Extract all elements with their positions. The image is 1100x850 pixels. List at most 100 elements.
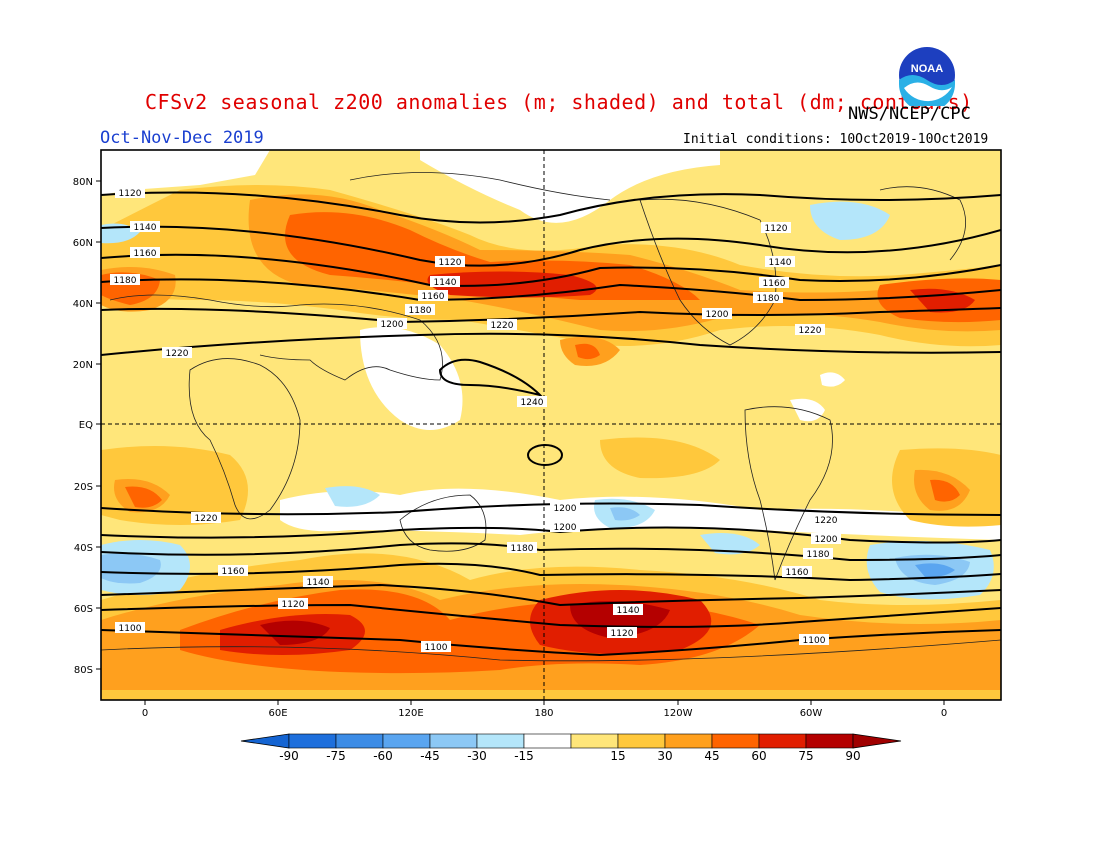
colorbar-tick-label: -30 (467, 749, 487, 763)
contour-label: 1160 (782, 566, 812, 578)
contour-label: 1200 (550, 502, 580, 514)
lat-tick-label: 40S (74, 543, 93, 554)
lon-tick-label: 60E (268, 708, 287, 719)
colorbar-tick-label: -90 (279, 749, 299, 763)
lat-tick-label: 60S (74, 604, 93, 615)
contour-label-text: 1180 (511, 544, 534, 554)
colorbar-tick-label: -75 (326, 749, 346, 763)
contour-label-text: 1140 (134, 223, 157, 233)
contour-label: 1160 (759, 277, 789, 289)
contour-label: 1100 (799, 634, 829, 646)
contour-label: 1140 (430, 276, 460, 288)
chart-title: CFSv2 seasonal z200 anomalies (m; shaded… (145, 90, 973, 114)
contour-label: 1220 (487, 319, 517, 331)
contour-label-text: 1200 (381, 320, 404, 330)
contour-label-text: 1100 (803, 636, 826, 646)
colorbar-tick-label: 45 (704, 749, 719, 763)
contour-label-text: 1180 (114, 276, 137, 286)
contour-label: 1200 (702, 308, 732, 320)
contour-label: 1180 (507, 542, 537, 554)
colorbar-segment (664, 733, 713, 749)
lat-tick-label: 40N (73, 299, 93, 310)
latitude-axis: 80N 60N 40N 20N EQ 20S 40S 60S 80S (73, 177, 101, 676)
lat-tick-label: EQ (79, 420, 93, 431)
contour-label-text: 1100 (425, 643, 448, 653)
noaa-logo: NOAA (897, 45, 957, 106)
contour-label: 1120 (278, 598, 308, 610)
contour-label: 1120 (435, 256, 465, 268)
contour-label-text: 1180 (409, 306, 432, 316)
colorbar-tick-label: 15 (610, 749, 625, 763)
colorbar-tick-label: 90 (845, 749, 860, 763)
contour-label-text: 1160 (763, 279, 786, 289)
contour-label-text: 1140 (307, 578, 330, 588)
colorbar-segment (288, 733, 337, 749)
contour-label: 1220 (811, 514, 841, 526)
colorbar-tick-label: -60 (373, 749, 393, 763)
contour-label: 1160 (130, 247, 160, 259)
contour-label: 1100 (421, 641, 451, 653)
contour-label: 1220 (795, 324, 825, 336)
contour-label-text: 1240 (521, 398, 544, 408)
contour-label-text: 1220 (799, 326, 822, 336)
initial-conditions-label: Initial conditions: 10Oct2019-10Oct2019 (683, 132, 989, 147)
colorbar-segment (617, 733, 666, 749)
contour-label-text: 1140 (617, 606, 640, 616)
lon-tick-label: 120W (664, 708, 693, 719)
contour-label-text: 1160 (222, 567, 245, 577)
contour-label-text: 1200 (815, 535, 838, 545)
contour-label: 1100 (115, 622, 145, 634)
contour-label: 1160 (218, 565, 248, 577)
contour-label: 1160 (418, 290, 448, 302)
contour-label: 1140 (765, 256, 795, 268)
contour-label-text: 1180 (757, 294, 780, 304)
contour-label-text: 1220 (166, 349, 189, 359)
contour-label: 1120 (607, 627, 637, 639)
contour-label-text: 1220 (195, 514, 218, 524)
contour-label: 1140 (130, 221, 160, 233)
lat-tick-label: 60N (73, 238, 93, 249)
contour-label: 1180 (753, 292, 783, 304)
lat-tick-label: 80S (74, 665, 93, 676)
colorbar-segment (382, 733, 431, 749)
contour-label-text: 1160 (134, 249, 157, 259)
contour-label-text: 1120 (119, 189, 142, 199)
logo-text: NOAA (911, 63, 943, 75)
lat-tick-label: 20S (74, 482, 93, 493)
period-label: Oct-Nov-Dec 2019 (100, 128, 264, 148)
contour-label: 1200 (811, 533, 841, 545)
contour-label-text: 1120 (765, 224, 788, 234)
lon-tick-label: 0 (941, 708, 947, 719)
colorbar-segment (429, 733, 478, 749)
lon-tick-label: 120E (398, 708, 423, 719)
colorbar-segment (523, 733, 572, 749)
contour-labels: 1120 1140 1160 1180 1120 1140 1160 1180 1200 1220… (110, 187, 841, 653)
contour-label: 1120 (115, 187, 145, 199)
lon-tick-label: 0 (142, 708, 148, 719)
contour-label-text: 1140 (769, 258, 792, 268)
longitude-axis: 0 60E 120E 180 120W 60W 0 (142, 700, 947, 719)
colorbar-segment (758, 733, 807, 749)
contour-label-text: 1160 (786, 568, 809, 578)
colorbar-right-arrow (852, 733, 902, 749)
contour-label: 1220 (191, 512, 221, 524)
colorbar-tick-label: -15 (514, 749, 534, 763)
contour-label: 1220 (162, 347, 192, 359)
colorbar: -90 -75 -60 -45 -30 -15 15 30 45 60 75 90 (240, 733, 902, 763)
agency-label: NWS/NCEP/CPC (848, 104, 971, 124)
contour-label-text: 1200 (554, 523, 577, 533)
contour-label-text: 1200 (706, 310, 729, 320)
colorbar-segment (570, 733, 619, 749)
colorbar-segment (805, 733, 854, 749)
colorbar-left-arrow (240, 733, 290, 749)
colorbar-segment (711, 733, 760, 749)
contour-label: 1200 (377, 318, 407, 330)
contour-label: 1120 (761, 222, 791, 234)
anomaly-above-90 (260, 601, 670, 645)
contour-label-text: 1140 (434, 278, 457, 288)
lon-tick-label: 60W (800, 708, 823, 719)
map-frame (100, 149, 1002, 701)
contour-label: 1180 (803, 548, 833, 560)
contour-label: 1140 (613, 604, 643, 616)
